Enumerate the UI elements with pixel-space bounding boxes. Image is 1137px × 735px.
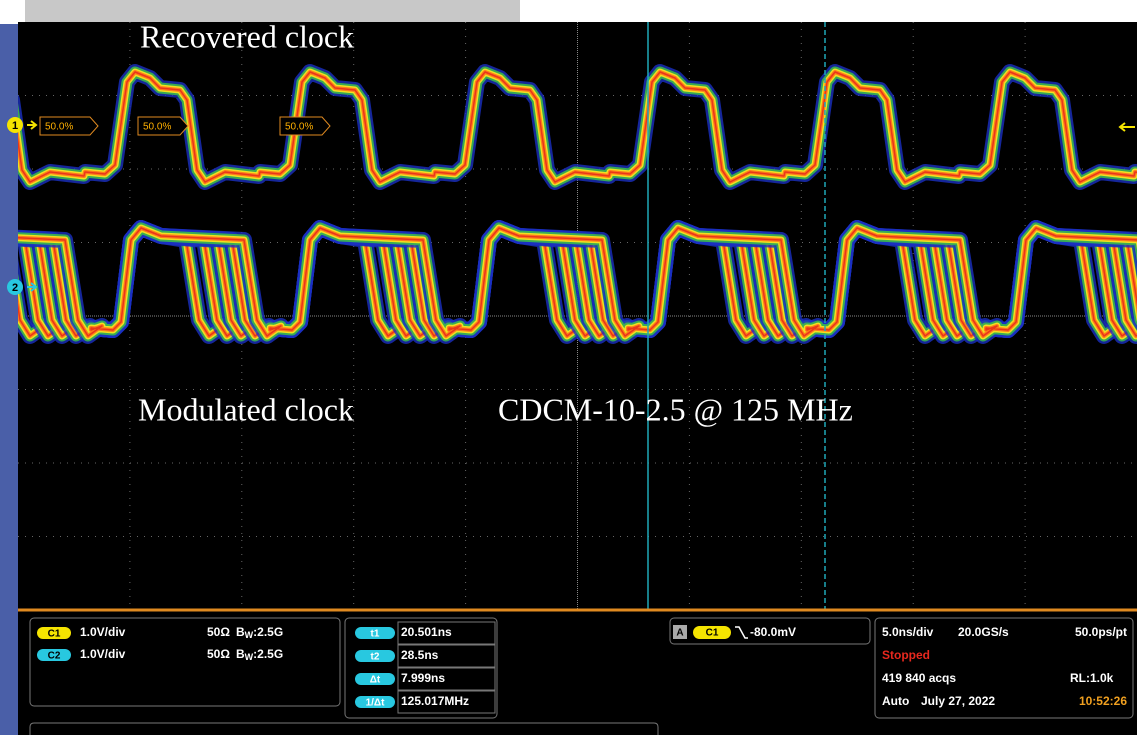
channel-name: C1 xyxy=(48,629,61,640)
acq-count: 419 840 acqs xyxy=(882,671,956,685)
acq-state: Stopped xyxy=(882,648,930,662)
record-length: RL:1.0k xyxy=(1070,671,1114,685)
bandwidth-part: B xyxy=(236,625,245,639)
channel-name: C2 xyxy=(48,651,61,662)
cursor-value: 7.999ns xyxy=(401,671,445,685)
trigger-source: A xyxy=(676,628,683,639)
ch2-marker-label: 2 xyxy=(12,282,18,294)
cursor-value: 28.5ns xyxy=(401,648,439,662)
bandwidth-part: :2.5G xyxy=(253,647,283,661)
channel-bandwidth: BW:2.5G xyxy=(236,625,283,640)
bandwidth-part: :2.5G xyxy=(253,625,283,639)
channel-scale: 1.0V/div xyxy=(80,625,126,639)
ch1-marker-label: 1 xyxy=(12,120,18,132)
time: 10:52:26 xyxy=(1079,694,1127,708)
page: {"annotations": {"recovered": "Recovered… xyxy=(0,0,1137,735)
date: July 27, 2022 xyxy=(921,694,995,708)
cursor-label: t1 xyxy=(371,629,380,640)
cursor-value: 20.501ns xyxy=(401,625,452,639)
cursor-value: 125.017MHz xyxy=(401,694,469,708)
sample-rate: 20.0GS/s xyxy=(958,625,1009,639)
channel-bandwidth: BW:2.5G xyxy=(236,647,283,662)
cursor-label: Δt xyxy=(370,675,381,686)
resolution: 50.0ps/pt xyxy=(1075,625,1127,639)
channel-scale: 1.0V/div xyxy=(80,647,126,661)
level-label: 50.0% xyxy=(143,122,171,133)
acq-mode: Auto xyxy=(882,694,909,708)
cursor-label: 1/Δt xyxy=(366,698,386,709)
cursor-label: t2 xyxy=(371,652,380,663)
annotation: CDCM-10-2.5 @ 125 MHz xyxy=(498,391,853,427)
trigger-level: -80.0mV xyxy=(750,625,796,639)
bandwidth-part: B xyxy=(236,647,245,661)
annotation: Modulated clock xyxy=(138,391,354,427)
channel-impedance: 50Ω xyxy=(207,647,230,661)
level-label: 50.0% xyxy=(45,122,73,133)
timebase: 5.0ns/div xyxy=(882,625,934,639)
annotation: Recovered clock xyxy=(140,18,354,54)
trigger-channel: C1 xyxy=(706,628,719,639)
level-label: 50.0% xyxy=(285,122,313,133)
oscilloscope-screen: Recovered clock Modulated clock CDCM-10-… xyxy=(0,0,1137,735)
channel-impedance: 50Ω xyxy=(207,625,230,639)
